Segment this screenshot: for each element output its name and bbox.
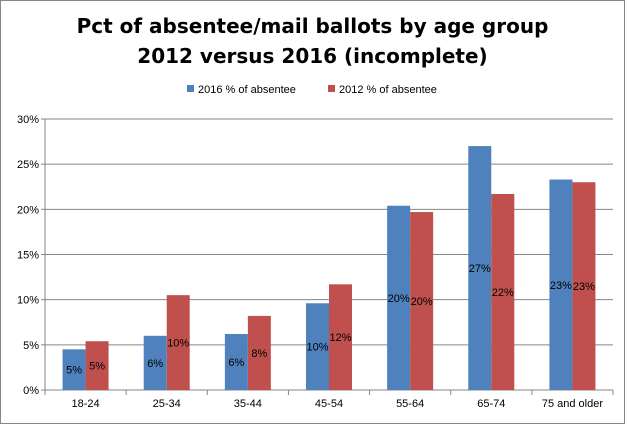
bar-2012 (572, 182, 596, 390)
chart-title: Pct of absentee/mail ballots by age grou… (1, 11, 624, 71)
y-tick-label: 10% (17, 295, 39, 307)
legend-label: 2016 % of absentee (198, 84, 296, 96)
x-tick-label: 55-64 (396, 398, 424, 410)
data-label: 20% (411, 296, 433, 308)
data-label: 10% (306, 342, 328, 354)
x-tick-label: 18-24 (72, 398, 100, 410)
data-label: 6% (228, 357, 244, 369)
data-label: 20% (388, 293, 410, 305)
data-label: 10% (167, 338, 189, 350)
bar-2012 (329, 284, 352, 390)
bar-2016 (306, 303, 329, 390)
bar-2016 (224, 333, 248, 390)
x-tick-label: 25-34 (153, 398, 181, 410)
bar-2012 (166, 295, 190, 390)
y-tick-label: 20% (17, 204, 39, 216)
bar-2012 (491, 193, 515, 390)
data-label: 12% (329, 332, 351, 344)
bar-2016 (549, 179, 573, 390)
data-label: 6% (147, 358, 163, 370)
x-tick-label: 35-44 (234, 398, 262, 410)
bar-2012 (410, 212, 434, 390)
bar-2016 (143, 335, 167, 390)
bar-2012 (85, 341, 109, 390)
y-tick-label: 25% (17, 159, 39, 171)
data-label: 8% (251, 348, 267, 360)
bar-2016 (468, 146, 492, 390)
x-tick-label: 65-74 (477, 398, 505, 410)
y-tick-label: 30% (17, 114, 39, 126)
y-tick-label: 0% (23, 385, 39, 397)
data-label: 23% (550, 280, 572, 292)
x-tick-label: 75 and older (542, 398, 603, 410)
data-label: 27% (469, 263, 491, 275)
y-tick-label: 5% (23, 340, 39, 352)
bar-2016 (62, 349, 86, 390)
legend-swatch (328, 85, 335, 92)
bar-2012 (247, 315, 271, 390)
x-tick-label: 45-54 (315, 398, 343, 410)
chart-title-line-1: Pct of absentee/mail ballots by age grou… (76, 14, 549, 38)
chart-title-line-2: 2012 versus 2016 (incomplete) (137, 44, 488, 68)
y-tick-label: 15% (17, 250, 39, 262)
data-label: 5% (89, 361, 105, 373)
data-label: 22% (492, 287, 514, 299)
data-label: 23% (573, 281, 595, 293)
bar-2016 (387, 205, 411, 390)
legend-label: 2012 % of absentee (339, 84, 437, 96)
legend-swatch (187, 85, 194, 92)
data-label: 5% (66, 365, 82, 377)
